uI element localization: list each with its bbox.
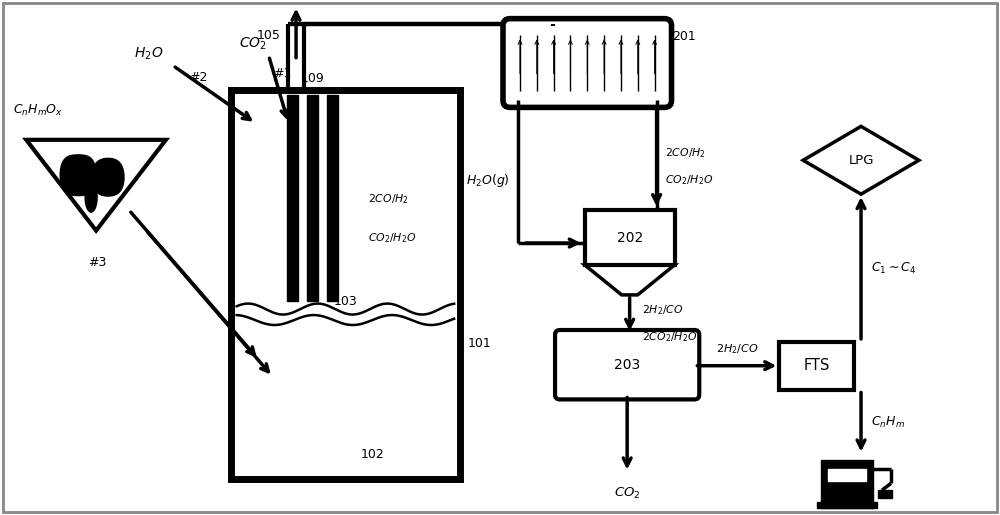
Bar [585,210,675,265]
Polygon shape [85,182,97,212]
FancyBboxPatch shape [555,330,699,400]
Text: $2H_2/CO$: $2H_2/CO$ [716,342,758,356]
FancyBboxPatch shape [503,19,672,108]
Polygon shape [60,155,96,196]
Text: 105: 105 [256,29,280,42]
Text: $2CO/H_2$: $2CO/H_2$ [665,146,705,160]
Text: $2H_2/CO$: $2H_2/CO$ [642,303,683,317]
Text: $C_nH_m$: $C_nH_m$ [871,415,905,430]
Bar [287,95,298,301]
Polygon shape [92,159,124,196]
Text: 202: 202 [617,231,643,245]
Text: 102: 102 [361,449,385,461]
Bar [327,95,338,301]
Text: #3: #3 [88,256,106,269]
Text: $2CO_2/H_2O$: $2CO_2/H_2O$ [642,330,697,344]
Text: 101: 101 [468,337,492,350]
Text: $CO_2/H_2O$: $CO_2/H_2O$ [665,174,713,187]
Bar [779,342,854,390]
Bar [231,91,460,479]
Bar [307,95,318,301]
Text: $CO_2/H_2O$: $CO_2/H_2O$ [368,231,417,245]
Text: 109: 109 [301,73,324,85]
Polygon shape [817,502,877,508]
Text: LPG: LPG [848,154,874,167]
Text: $C_1{\sim}C_4$: $C_1{\sim}C_4$ [871,261,917,276]
Text: $H_2O$: $H_2O$ [134,45,164,62]
Polygon shape [821,460,873,508]
Text: $CO_2$: $CO_2$ [239,36,267,52]
Text: #2: #2 [189,71,207,84]
Text: 203: 203 [614,358,640,372]
Polygon shape [878,490,892,498]
Text: FTS: FTS [803,358,830,373]
Text: #1: #1 [273,67,291,80]
Text: $2CO/H_2$: $2CO/H_2$ [368,193,409,206]
Text: $H_2O(g)$: $H_2O(g)$ [466,171,510,188]
Text: $CO_2$: $CO_2$ [614,486,640,502]
Text: 103: 103 [334,295,357,308]
Text: $C_nH_mO_x$: $C_nH_mO_x$ [13,103,63,118]
Polygon shape [828,470,866,482]
Text: 201: 201 [673,30,696,43]
